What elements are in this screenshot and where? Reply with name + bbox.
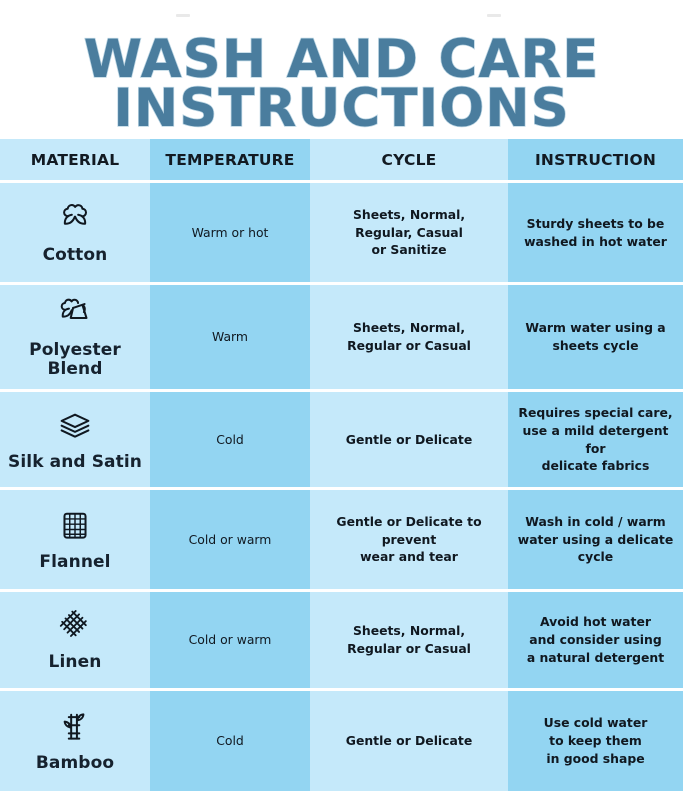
table-row: Cotton Warm or hot Sheets, Normal, Regul… [0,183,683,285]
instruction-value: Requires special care, use a mild deterg… [518,404,673,474]
material-cell-silk-and-satin: Silk and Satin [0,392,150,487]
material-cell-linen: Linen [0,592,150,688]
polyester-blend-icon [52,295,98,339]
material-label: Polyester Blend [29,339,121,379]
temperature-cell: Warm or hot [150,183,310,282]
cycle-cell: Gentle or Delicate [310,392,508,487]
top-dash-left-icon [176,14,190,17]
cycle-value: Gentle or Delicate [345,733,473,748]
column-header-cycle: CYCLE [310,139,508,180]
column-header-temperature-label: TEMPERATURE [165,150,295,169]
cotton-boll-icon [52,200,98,244]
table-row: Polyester Blend Warm Sheets, Normal, Reg… [0,285,683,392]
column-header-material: MATERIAL [0,139,150,180]
material-label: Bamboo [35,753,115,774]
top-dash-right-icon [487,14,501,17]
instruction-cell: Warm water using a sheets cycle [508,285,683,389]
temperature-value: Warm [212,329,248,344]
temperature-cell: Cold [150,691,310,791]
plaid-grid-icon [52,507,98,551]
page-title: WASH AND CARE INSTRUCTIONS [0,29,683,139]
table-row: Bamboo Cold Gentle or Delicate Use cold … [0,691,683,794]
cycle-cell: Gentle or Delicate to prevent wear and t… [310,490,508,589]
cycle-cell: Sheets, Normal, Regular or Casual [310,592,508,688]
temperature-cell: Cold or warm [150,490,310,589]
material-cell-cotton: Cotton [0,183,150,282]
material-label: Linen [48,652,102,673]
instruction-value: Use cold water to keep them in good shap… [543,715,648,766]
table-row: Silk and Satin Cold Gentle or Delicate R… [0,392,683,490]
cycle-cell: Sheets, Normal, Regular, Casual or Sanit… [310,183,508,282]
temperature-cell: Warm [150,285,310,389]
material-cell-polyester-blend: Polyester Blend [0,285,150,389]
column-header-instruction: INSTRUCTION [508,139,683,180]
temperature-value: Cold or warm [188,531,272,547]
cycle-value: Gentle or Delicate to prevent wear and t… [336,513,482,565]
cycle-cell: Sheets, Normal, Regular or Casual [310,285,508,389]
instruction-value: Sturdy sheets to be washed in hot water [524,215,667,249]
temperature-value: Cold or warm [188,632,272,647]
woven-weave-icon [52,607,98,651]
material-label: Silk and Satin [8,451,142,472]
instruction-value: Avoid hot water and consider using a nat… [526,614,665,665]
cycle-value: Sheets, Normal, Regular or Casual [347,623,471,656]
temperature-cell: Cold [150,392,310,487]
page-title-line-2: INSTRUCTIONS [112,77,570,139]
bamboo-stalk-icon [52,708,98,752]
column-header-instruction-label: INSTRUCTION [534,150,657,169]
instruction-cell: Requires special care, use a mild deterg… [508,392,683,487]
table-row: Flannel Cold or warm Gentle or Delicate … [0,490,683,592]
instruction-cell: Avoid hot water and consider using a nat… [508,592,683,688]
temperature-cell: Cold or warm [150,592,310,688]
instruction-value: Warm water using a sheets cycle [525,320,666,353]
material-cell-flannel: Flannel [0,490,150,589]
cycle-value: Sheets, Normal, Regular, Casual or Sanit… [352,206,466,258]
instruction-cell: Wash in cold / warm water using a delica… [508,490,683,589]
cycle-value: Gentle or Delicate [345,431,473,447]
temperature-value: Warm or hot [191,224,269,240]
cycle-value: Sheets, Normal, Regular or Casual [347,320,471,353]
page-title-line-1: WASH AND CARE [83,29,600,90]
material-cell-bamboo: Bamboo [0,691,150,791]
material-label: Flannel [39,551,111,572]
cycle-cell: Gentle or Delicate [310,691,508,791]
material-label: Cotton [42,244,108,265]
temperature-value: Cold [216,431,244,447]
column-header-temperature: TEMPERATURE [150,139,310,180]
instruction-cell: Use cold water to keep them in good shap… [508,691,683,791]
column-header-cycle-label: CYCLE [381,150,437,169]
temperature-value: Cold [216,733,244,748]
table-header-row: MATERIAL TEMPERATURE CYCLE INSTRUCTION [0,139,683,183]
wash-care-table: MATERIAL TEMPERATURE CYCLE INSTRUCTION [0,139,683,794]
table-row: Linen Cold or warm Sheets, Normal, Regul… [0,592,683,691]
top-dash-marks [0,0,683,26]
instruction-value: Wash in cold / warm water using a delica… [517,513,674,565]
folded-fabric-icon [52,407,98,451]
column-header-material-label: MATERIAL [30,150,120,169]
instruction-cell: Sturdy sheets to be washed in hot water [508,183,683,282]
